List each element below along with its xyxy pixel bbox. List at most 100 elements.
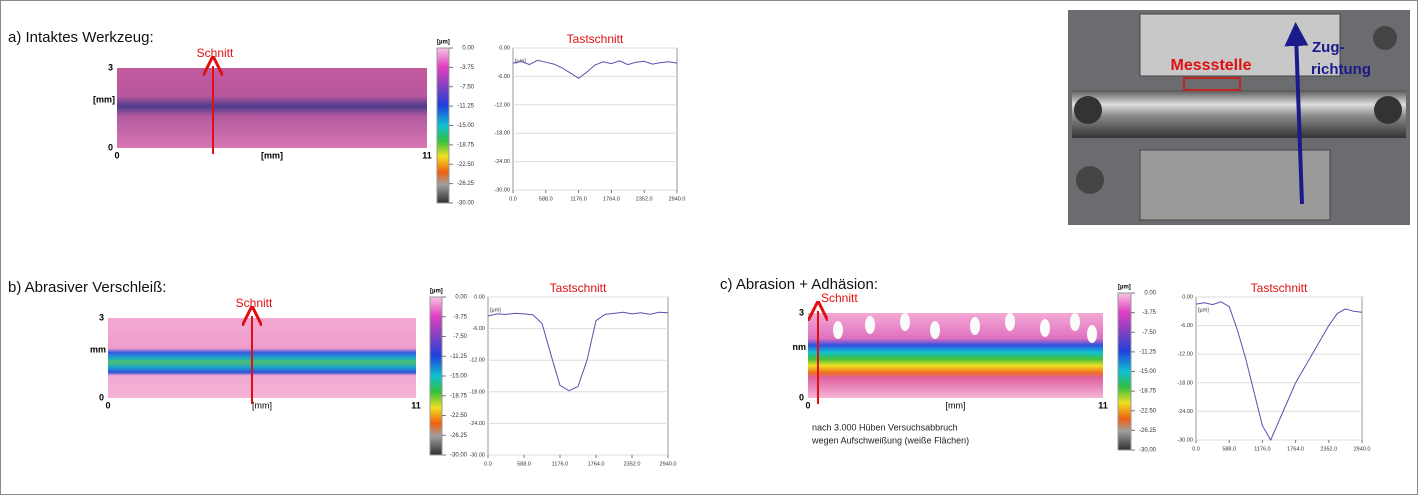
note: wegen Aufschweißung (weiße Flächen) — [811, 435, 969, 445]
colorbar-label: -7.50 — [453, 334, 467, 340]
x-tick-label: 1764.0 — [588, 461, 605, 467]
colorbar-unit: [µm] — [430, 289, 443, 295]
x-tick-label: 588.0 — [539, 196, 553, 202]
x-tick-label: 2352.0 — [624, 461, 641, 467]
colorbar — [1118, 293, 1131, 450]
map-axis-label: 0 — [108, 142, 113, 152]
map-axis-label: 0 — [799, 392, 804, 402]
map-axis-label: 3 — [799, 307, 804, 317]
height-map — [117, 68, 427, 148]
weld-spot — [970, 317, 980, 335]
colorbar-label: -26.25 — [1139, 428, 1157, 434]
chart-title: Tastschnitt — [1251, 281, 1308, 295]
colorbar-unit: [µm] — [1118, 285, 1131, 291]
weld-spot — [865, 316, 875, 334]
colorbar-label: -22.50 — [1139, 408, 1157, 414]
y-tick-label: -18.00 — [469, 389, 485, 395]
x-tick-label: 1176.0 — [552, 461, 568, 467]
y-tick-label: 0.00 — [474, 294, 485, 300]
colorbar-label: -30.00 — [450, 453, 468, 459]
x-tick-label: 0.0 — [509, 196, 517, 202]
colorbar — [430, 297, 442, 455]
plot-area — [488, 297, 668, 455]
colorbar-label: -18.75 — [457, 142, 475, 148]
chart-title: Tastschnitt — [567, 32, 624, 46]
y-tick-label: -30.00 — [469, 452, 485, 458]
y-tick-label: -6.00 — [1180, 323, 1193, 329]
figure: Messstelle Zug- richtung a) Intaktes Wer… — [0, 0, 1418, 495]
colorbar-label: -3.75 — [1142, 310, 1156, 316]
note: nach 3.000 Hüben Versuchsabbruch — [812, 422, 958, 432]
plot-area — [1196, 297, 1362, 440]
x-tick-label: 2940.0 — [1354, 446, 1371, 452]
colorbar-label: -15.00 — [1139, 369, 1157, 375]
colorbar-label: -11.25 — [1139, 349, 1156, 355]
map-axis-label: [mm] — [93, 94, 115, 104]
x-tick-label: 2940.0 — [660, 461, 677, 467]
colorbar-label: -26.25 — [457, 181, 475, 187]
colorbar-label: -15.00 — [450, 374, 468, 380]
y-tick-label: -24.00 — [494, 159, 510, 165]
x-tick-label: 1176.0 — [570, 196, 586, 202]
map-axis-label: 11 — [411, 400, 421, 410]
y-tick-label: -24.00 — [469, 421, 485, 427]
x-tick-label: 1176.0 — [1254, 446, 1270, 452]
map-axis-label: [mm] — [252, 400, 272, 410]
weld-spot — [1087, 325, 1097, 343]
panel-label: b) Abrasiver Verschleiß: — [8, 279, 166, 296]
y-axis-label: [µm] — [490, 307, 501, 313]
y-tick-label: -6.00 — [472, 326, 485, 332]
y-tick-label: 0.00 — [1182, 294, 1193, 300]
colorbar-label: -11.25 — [450, 354, 467, 360]
colorbar-label: 0.00 — [462, 46, 474, 52]
colorbar-label: -15.00 — [457, 123, 475, 129]
colorbar-label: -7.50 — [1142, 330, 1156, 336]
weld-spot — [900, 313, 910, 331]
map-axis-label: nm — [793, 342, 807, 352]
weld-spot — [1040, 319, 1050, 337]
cut-label: Schnitt — [197, 46, 234, 60]
cut-label: Schnitt — [821, 291, 858, 305]
x-tick-label: 2352.0 — [636, 196, 653, 202]
photo-label: Zug- — [1312, 39, 1344, 56]
map-axis-label: [mm] — [946, 400, 966, 410]
y-tick-label: -6.00 — [497, 74, 510, 80]
colorbar-label: -22.50 — [457, 162, 475, 168]
map-axis-label: 11 — [1098, 400, 1108, 410]
height-map — [108, 318, 416, 398]
chart-title: Tastschnitt — [550, 281, 607, 295]
map-axis-label: 3 — [108, 62, 113, 72]
x-tick-label: 1764.0 — [1287, 446, 1304, 452]
colorbar-label: -11.25 — [457, 104, 474, 110]
y-tick-label: -30.00 — [494, 187, 510, 193]
y-tick-label: -30.00 — [1177, 437, 1193, 443]
x-tick-label: 588.0 — [517, 461, 531, 467]
y-axis-label: [µm] — [1198, 307, 1209, 313]
plot-area — [513, 48, 677, 190]
x-tick-label: 588.0 — [1222, 446, 1236, 452]
colorbar-label: -22.50 — [450, 413, 468, 419]
weld-spot — [1070, 313, 1080, 331]
colorbar-label: -18.75 — [1139, 389, 1157, 395]
colorbar-label: 0.00 — [455, 295, 467, 301]
weld-spot — [930, 321, 940, 339]
colorbar — [437, 48, 449, 203]
panel-label: a) Intaktes Werkzeug: — [8, 29, 154, 46]
x-tick-label: 0.0 — [1192, 446, 1200, 452]
map-axis-label: [mm] — [261, 150, 283, 160]
y-tick-label: -18.00 — [494, 131, 510, 137]
photo-label: Messstelle — [1171, 57, 1252, 74]
colorbar-label: -18.75 — [450, 393, 468, 399]
photo — [1068, 10, 1410, 225]
weld-spot — [1005, 313, 1015, 331]
map-axis-label: 0 — [105, 400, 110, 410]
y-tick-label: -18.00 — [1177, 380, 1193, 386]
y-tick-label: 0.00 — [499, 45, 510, 51]
y-tick-label: -24.00 — [1177, 409, 1193, 415]
map-axis-label: mm — [90, 344, 106, 354]
colorbar-label: -3.75 — [453, 314, 467, 320]
height-map — [808, 313, 1103, 398]
y-tick-label: -12.00 — [494, 102, 510, 108]
x-tick-label: 1764.0 — [603, 196, 620, 202]
x-tick-label: 0.0 — [484, 461, 492, 467]
